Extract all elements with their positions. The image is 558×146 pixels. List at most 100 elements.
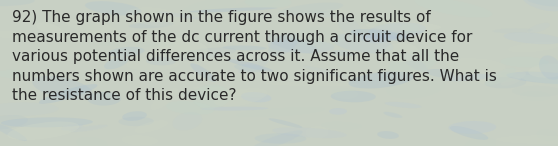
Ellipse shape [504, 32, 558, 44]
Ellipse shape [182, 0, 236, 16]
Ellipse shape [272, 127, 347, 138]
Ellipse shape [127, 57, 180, 71]
Ellipse shape [527, 0, 558, 7]
Ellipse shape [506, 72, 558, 84]
Ellipse shape [250, 131, 302, 146]
Ellipse shape [151, 88, 179, 110]
Ellipse shape [182, 91, 203, 100]
Ellipse shape [335, 95, 360, 101]
Ellipse shape [118, 117, 154, 126]
Ellipse shape [266, 35, 319, 54]
Ellipse shape [368, 22, 426, 39]
Ellipse shape [268, 33, 299, 56]
Ellipse shape [36, 22, 62, 34]
Ellipse shape [508, 42, 558, 53]
Ellipse shape [50, 30, 109, 40]
Ellipse shape [0, 53, 49, 72]
Ellipse shape [359, 34, 395, 43]
Ellipse shape [166, 101, 214, 115]
Ellipse shape [99, 42, 176, 47]
Ellipse shape [399, 51, 429, 73]
Ellipse shape [238, 58, 269, 73]
Ellipse shape [193, 86, 268, 97]
Ellipse shape [348, 72, 413, 88]
Ellipse shape [331, 88, 358, 99]
Ellipse shape [485, 77, 526, 88]
Ellipse shape [146, 57, 176, 65]
Ellipse shape [0, 0, 35, 6]
Ellipse shape [0, 115, 28, 130]
Ellipse shape [388, 50, 439, 75]
Ellipse shape [351, 29, 410, 41]
Ellipse shape [520, 91, 550, 101]
Ellipse shape [384, 102, 421, 108]
Ellipse shape [485, 68, 516, 86]
Ellipse shape [450, 126, 488, 140]
Ellipse shape [172, 112, 202, 130]
Ellipse shape [158, 11, 199, 19]
Ellipse shape [415, 0, 492, 18]
Ellipse shape [390, 0, 420, 11]
Ellipse shape [227, 59, 273, 72]
Ellipse shape [236, 107, 325, 117]
Ellipse shape [539, 55, 558, 80]
Ellipse shape [1, 117, 93, 127]
Ellipse shape [241, 92, 271, 102]
Ellipse shape [446, 58, 506, 73]
Ellipse shape [244, 0, 291, 8]
Ellipse shape [332, 34, 393, 53]
Ellipse shape [400, 70, 460, 78]
Ellipse shape [214, 88, 267, 107]
Ellipse shape [88, 92, 121, 106]
Ellipse shape [522, 0, 558, 11]
Ellipse shape [174, 47, 236, 60]
Ellipse shape [449, 121, 496, 134]
Ellipse shape [377, 131, 399, 139]
Ellipse shape [512, 86, 558, 97]
Ellipse shape [266, 82, 358, 86]
Ellipse shape [60, 124, 83, 131]
Ellipse shape [501, 73, 558, 86]
Ellipse shape [0, 102, 59, 116]
Ellipse shape [528, 23, 550, 33]
Ellipse shape [16, 130, 72, 146]
Ellipse shape [306, 126, 329, 139]
Ellipse shape [387, 74, 446, 98]
Ellipse shape [496, 135, 558, 144]
Ellipse shape [537, 130, 557, 140]
Ellipse shape [121, 135, 158, 146]
Ellipse shape [295, 27, 343, 48]
Ellipse shape [501, 57, 549, 67]
Ellipse shape [278, 2, 343, 16]
Ellipse shape [134, 120, 168, 133]
Ellipse shape [268, 39, 334, 53]
Ellipse shape [254, 133, 306, 144]
Ellipse shape [329, 108, 347, 115]
Ellipse shape [493, 28, 533, 33]
Ellipse shape [338, 17, 360, 35]
Ellipse shape [223, 45, 267, 50]
Ellipse shape [465, 137, 496, 146]
Ellipse shape [76, 137, 108, 146]
Ellipse shape [528, 63, 558, 78]
Ellipse shape [316, 11, 336, 18]
Ellipse shape [189, 7, 277, 12]
Ellipse shape [320, 12, 387, 26]
Ellipse shape [268, 118, 302, 128]
Ellipse shape [65, 19, 118, 35]
Ellipse shape [361, 34, 397, 42]
Ellipse shape [532, 0, 556, 6]
Ellipse shape [122, 111, 147, 121]
Ellipse shape [192, 85, 230, 109]
Ellipse shape [204, 12, 238, 20]
Ellipse shape [443, 74, 492, 81]
Ellipse shape [401, 23, 420, 34]
Ellipse shape [0, 123, 27, 141]
Ellipse shape [69, 125, 108, 132]
Ellipse shape [32, 76, 93, 100]
Ellipse shape [331, 91, 376, 102]
Ellipse shape [303, 66, 351, 79]
Text: 92) The graph shown in the figure shows the results of
measurements of the dc cu: 92) The graph shown in the figure shows … [12, 10, 497, 104]
Ellipse shape [234, 0, 278, 9]
Ellipse shape [501, 77, 521, 86]
